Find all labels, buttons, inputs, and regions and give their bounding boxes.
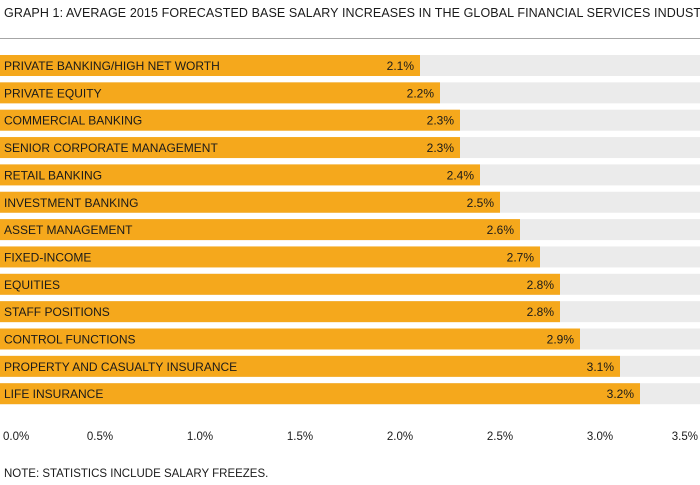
bar	[0, 55, 420, 76]
bar	[0, 301, 560, 323]
category-label: LIFE INSURANCE	[4, 387, 103, 401]
category-label: COMMERCIAL BANKING	[4, 114, 142, 128]
category-label: STAFF POSITIONS	[4, 305, 110, 319]
value-label: 2.3%	[427, 141, 455, 155]
bar	[0, 383, 640, 405]
value-label: 3.2%	[607, 387, 635, 401]
x-tick-label: 1.5%	[287, 431, 313, 443]
bar	[0, 273, 560, 295]
x-tick-label: 3.0%	[587, 431, 613, 443]
value-label: 2.9%	[547, 333, 575, 347]
value-label: 2.8%	[527, 278, 555, 292]
value-label: 3.1%	[587, 360, 615, 374]
bar	[0, 137, 460, 159]
x-tick-label: 0.0%	[3, 431, 29, 443]
category-label: ASSET MANAGEMENT	[4, 223, 133, 237]
category-label: CONTROL FUNCTIONS	[4, 333, 136, 347]
bar	[0, 246, 540, 268]
bar	[0, 109, 460, 131]
category-label: INVESTMENT BANKING	[4, 196, 138, 210]
category-label: FIXED-INCOME	[4, 250, 91, 264]
value-label: 2.6%	[487, 223, 515, 237]
bar	[0, 191, 500, 213]
x-tick-label: 2.5%	[487, 431, 513, 443]
value-label: 2.1%	[387, 59, 415, 73]
bar	[0, 328, 580, 350]
bar	[0, 82, 440, 104]
chart-title: GRAPH 1: AVERAGE 2015 FORECASTED BASE SA…	[4, 6, 700, 20]
bar	[0, 219, 520, 241]
category-label: PRIVATE EQUITY	[4, 86, 102, 100]
x-tick-label: 1.0%	[187, 431, 213, 443]
x-tick-label: 0.5%	[87, 431, 113, 443]
x-tick-label: 3.5%	[672, 431, 698, 443]
value-label: 2.3%	[427, 114, 455, 128]
x-tick-label: 2.0%	[387, 431, 413, 443]
category-label: RETAIL BANKING	[4, 168, 102, 182]
bar	[0, 355, 620, 377]
footnote: NOTE: STATISTICS INCLUDE SALARY FREEZES.	[4, 468, 269, 480]
value-label: 2.2%	[407, 86, 435, 100]
category-label: EQUITIES	[4, 278, 60, 292]
category-label: SENIOR CORPORATE MANAGEMENT	[4, 141, 218, 155]
value-label: 2.4%	[447, 168, 475, 182]
value-label: 2.8%	[527, 305, 555, 319]
value-label: 2.7%	[507, 250, 535, 264]
title-divider	[0, 38, 700, 39]
bar	[0, 164, 480, 186]
category-label: PRIVATE BANKING/HIGH NET WORTH	[4, 59, 220, 73]
category-label: PROPERTY AND CASUALTY INSURANCE	[4, 360, 237, 374]
value-label: 2.5%	[467, 196, 495, 210]
